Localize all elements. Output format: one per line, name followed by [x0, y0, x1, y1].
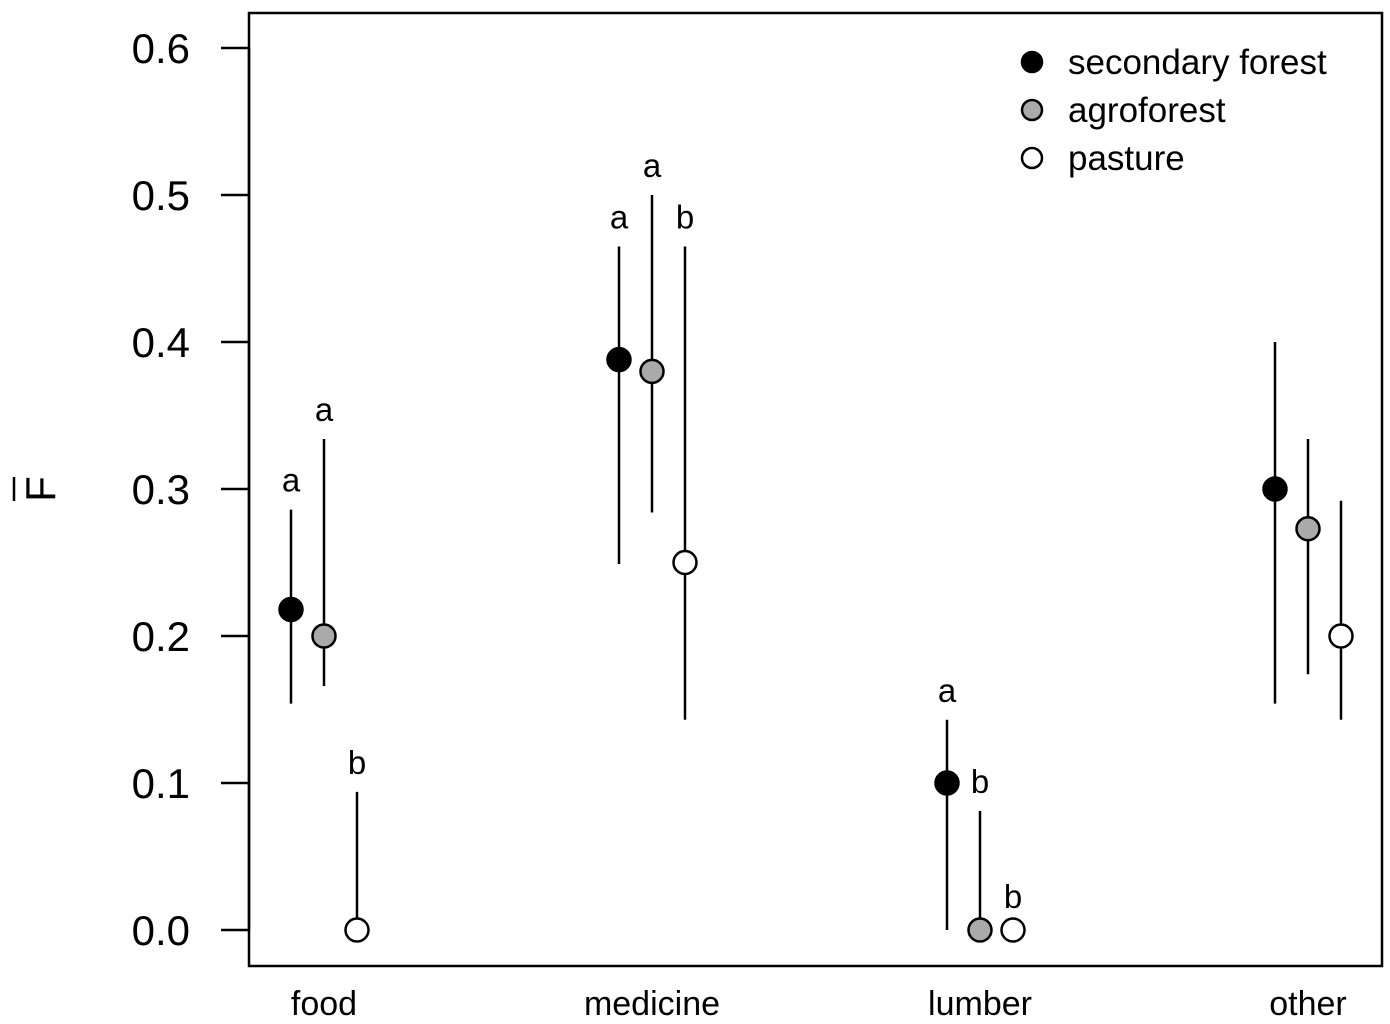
- data-point: [967, 917, 993, 943]
- legend-marker: [1020, 98, 1044, 122]
- significance-letter: a: [610, 198, 629, 235]
- y-tick-label: 0.1: [132, 760, 190, 807]
- plot-frame: [247, 11, 1384, 968]
- significance-letter: b: [971, 763, 989, 800]
- significance-letter: a: [282, 462, 301, 499]
- significance-letter: a: [938, 672, 957, 709]
- category-label-other: other: [1269, 985, 1347, 1023]
- category-label-lumber: lumber: [928, 985, 1032, 1023]
- legend-label: secondary forest: [1068, 43, 1327, 82]
- y-tick-label: 0.3: [132, 466, 190, 513]
- legend-label: agroforest: [1068, 91, 1226, 130]
- significance-letter: a: [643, 147, 662, 184]
- y-tick-label: 0.0: [132, 907, 190, 954]
- data-point: [344, 917, 370, 943]
- data-point: [934, 770, 960, 796]
- legend: secondary forest agroforest pasture: [1020, 43, 1327, 178]
- data-point: [311, 623, 337, 649]
- y-tick-label: 0.2: [132, 613, 190, 660]
- significance-letter: b: [676, 198, 694, 235]
- data-point: [1000, 917, 1026, 943]
- series-pasture: b b b: [344, 198, 1354, 943]
- category-label-medicine: medicine: [584, 985, 720, 1023]
- data-point: [639, 358, 665, 385]
- y-tick-label: 0.5: [132, 172, 190, 219]
- y-axis-title: F: [12, 476, 64, 502]
- y-axis-label: F: [17, 476, 64, 502]
- data-point: [672, 549, 698, 576]
- series-agroforest: aab: [311, 147, 1321, 943]
- series-secondary-forest: aaa: [278, 198, 1288, 930]
- y-axis: 0.0 0.1 0.2 0.3 0.4 0.5 0.6: [132, 25, 251, 954]
- category-label-food: food: [291, 985, 357, 1023]
- data-point: [1295, 515, 1321, 542]
- data-point: [1262, 476, 1288, 502]
- significance-letter: a: [315, 391, 334, 428]
- y-tick-label: 0.6: [132, 25, 190, 72]
- data-point: [1328, 623, 1354, 649]
- significance-letter: b: [1004, 878, 1022, 915]
- legend-marker: [1020, 50, 1044, 74]
- data-point: [278, 596, 304, 623]
- x-axis: food medicine lumber other: [291, 985, 1347, 1023]
- data-point: [606, 346, 632, 373]
- legend-marker: [1020, 146, 1044, 170]
- y-tick-label: 0.4: [132, 319, 190, 366]
- significance-letter: b: [348, 744, 366, 781]
- legend-label: pasture: [1068, 139, 1185, 178]
